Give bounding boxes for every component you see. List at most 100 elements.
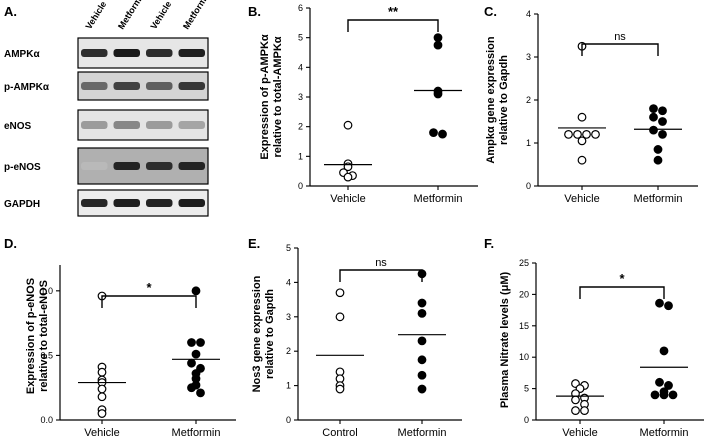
data-point-metformin (658, 106, 667, 116)
data-point-metformin (659, 346, 669, 356)
significance-bracket (581, 43, 659, 56)
significance-label: ns (614, 31, 626, 43)
y-tick-label: 4 (526, 9, 531, 19)
blot-band (81, 82, 108, 90)
significance-bracket (101, 295, 197, 308)
data-point-vehicle (571, 406, 580, 415)
data-point-vehicle (591, 129, 600, 139)
data-point-metformin (655, 298, 664, 308)
y-tick-label: 0 (526, 181, 531, 191)
scatter-panels: B. 0 1 2 3 4 5 6 Vehicle Metformin Expression of p… (4, 3, 704, 439)
blot-band (113, 82, 140, 90)
y-axis-label: Expression of p-eNOSrelative to total-eN… (25, 278, 50, 394)
y-axis-label-line: Nos3 gene expression (251, 275, 263, 392)
y-tick-label: 1 (298, 151, 303, 161)
y-axis-label: Ampkα gene expressionrelative to Gapdh (485, 36, 510, 163)
x-tick-label-metformin: Metformin (640, 427, 689, 439)
y-tick-label: 5 (286, 243, 291, 253)
y-tick-label: 2 (298, 122, 303, 132)
data-point-metformin (187, 338, 196, 347)
panel-d: D. 0.0 0.5 1.0 Vehicle Metformin Expression of… (4, 236, 236, 439)
data-point-vehicle (343, 172, 353, 182)
y-tick-label: 25 (519, 258, 529, 268)
x-tick-label-vehicle: Vehicle (562, 427, 597, 439)
y-tick-label: 3 (526, 52, 531, 62)
blot-band (81, 49, 108, 57)
x-tick-label-metformin: Metformin (414, 193, 463, 205)
data-point-metformin (664, 381, 673, 390)
significance-label: ns (375, 257, 387, 269)
blot-band (146, 49, 173, 57)
blot-row-label-enos: eNOS (4, 121, 32, 132)
y-tick-label: 0 (524, 415, 529, 425)
data-point-vehicle (97, 367, 107, 377)
x-tick-label-vehicle: Vehicle (84, 427, 119, 439)
data-point-vehicle (577, 136, 587, 146)
data-point-metformin (196, 388, 205, 398)
y-axis-label-line: Ampkα gene expression (485, 36, 497, 163)
significance-label: ** (388, 4, 399, 19)
y-tick-label: 0.5 (40, 350, 53, 360)
y-axis-label-line: Expression of p-eNOS (25, 278, 37, 394)
blot-row-label-ampk: AMPKα (4, 49, 40, 60)
data-point-vehicle (577, 155, 587, 165)
data-point-vehicle (564, 129, 573, 139)
y-axis-label-line: relative to Gapdh (498, 55, 510, 145)
data-point-metformin (191, 349, 201, 359)
blot-lane-label-metformin: Metformin (181, 0, 213, 31)
data-point-metformin (658, 129, 667, 139)
data-point-vehicle (577, 112, 587, 122)
blot-band (146, 82, 173, 90)
data-point-metformin (187, 383, 196, 393)
blot-band (113, 199, 140, 207)
significance-label: * (146, 280, 152, 295)
significance-bracket (347, 19, 439, 32)
panel-label: B. (248, 4, 261, 19)
y-tick-label: 20 (519, 289, 529, 299)
y-tick-label: 3 (286, 312, 291, 322)
data-point-metformin (649, 112, 658, 122)
blot-band (178, 49, 205, 57)
y-tick-label: 6 (298, 3, 303, 13)
data-point-metformin (649, 125, 658, 135)
data-point-metformin (655, 377, 664, 387)
blot-band (146, 199, 173, 207)
data-point-vehicle (580, 406, 589, 415)
data-point-metformin (649, 104, 658, 113)
data-point-metformin (653, 155, 663, 165)
y-tick-label: 3 (298, 92, 303, 102)
y-axis-label-line: Expression of p-AMPKα (259, 34, 271, 160)
data-point-metformin (417, 336, 427, 346)
data-point-control (335, 312, 345, 322)
data-point-control (335, 384, 345, 394)
data-point-metformin (187, 358, 196, 368)
y-tick-label: 5 (524, 384, 529, 394)
data-point-vehicle (343, 120, 353, 130)
data-point-metformin (433, 40, 443, 50)
significance-label: * (619, 271, 625, 286)
panel-f: F. 0 5 10 15 20 25 Vehicle Metformin Plasma Nitra… (484, 236, 704, 439)
data-point-metformin (417, 370, 427, 380)
data-point-vehicle (97, 392, 107, 402)
data-point-metformin (438, 129, 447, 139)
y-tick-label: 1 (526, 138, 531, 148)
panel-label: F. (484, 236, 494, 251)
western-blot: Vehicle Metformin Vehicle MetforminAMPKαp-A… (4, 0, 213, 217)
data-point-metformin (433, 89, 443, 99)
significance-bracket (339, 269, 423, 282)
blot-band (113, 121, 140, 129)
blot-band (178, 121, 205, 129)
blot-band (81, 199, 108, 207)
data-point-metformin (417, 298, 427, 308)
blot-band (81, 162, 108, 170)
y-tick-label: 4 (298, 62, 303, 72)
x-tick-label-metformin: Metformin (398, 427, 447, 439)
y-axis-label-line: relative to total-AMPKα (272, 36, 284, 157)
x-tick-label-metformin: Metformin (172, 427, 221, 439)
blot-band (146, 121, 173, 129)
panel-b: B. 0 1 2 3 4 5 6 Vehicle Metformin Expression of p… (248, 3, 478, 205)
data-point-metformin (417, 384, 427, 394)
y-tick-label: 4 (286, 277, 291, 287)
y-axis-label: Nos3 gene expressionrelative to Gapdh (251, 275, 276, 392)
y-tick-label: 1.0 (40, 286, 53, 296)
